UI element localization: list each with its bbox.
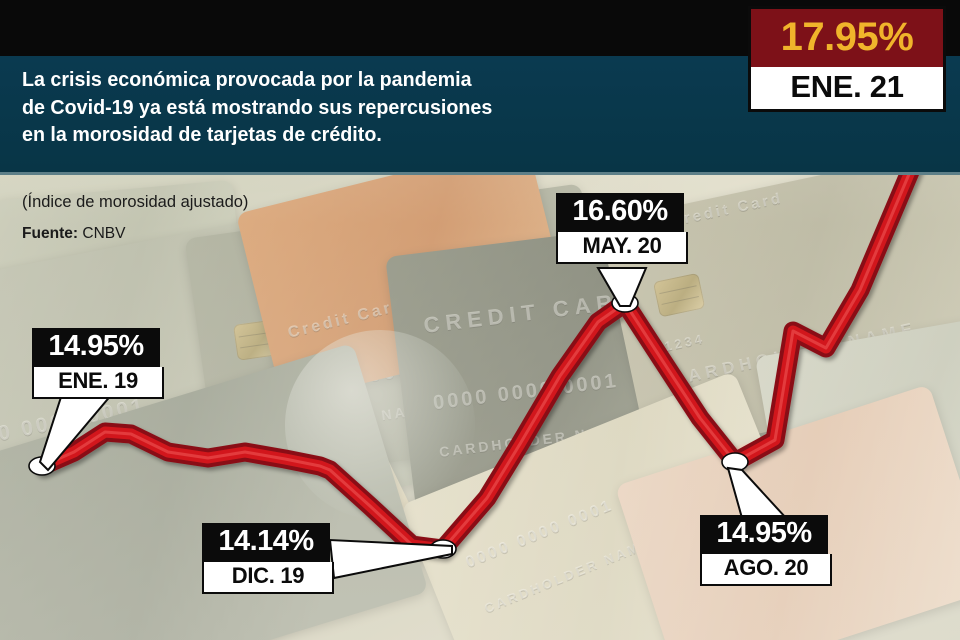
deck-line-3: en la morosidad de tarjetas de crédito. [22, 123, 382, 146]
callout-ago20: 14.95% AGO. 20 [700, 515, 832, 586]
leader-may20 [596, 267, 648, 307]
chart-line-group [32, 150, 925, 559]
callout-may20: 16.60% MAY. 20 [556, 193, 688, 264]
index-note: (Índice de morosidad ajustado) [22, 192, 249, 211]
callout-ene21-value: 17.95% [748, 6, 946, 67]
deck-line-2: de Covid-19 ya está mostrando sus reperc… [22, 95, 493, 119]
deck-line-1: La crisis económica provocada por la pan… [22, 68, 472, 91]
callout-dic19: 14.14% DIC. 19 [202, 523, 334, 594]
callout-may20-value: 16.60% [556, 193, 684, 232]
leader-ago20 [726, 466, 789, 519]
callout-ago20-value: 14.95% [700, 515, 828, 554]
chart-line-highlight [40, 158, 917, 551]
callout-ene21: 17.95% ENE. 21 [748, 6, 946, 112]
callout-ene21-label: ENE. 21 [748, 67, 946, 112]
callout-ene19: 14.95% ENE. 19 [32, 328, 164, 399]
chart-line [36, 154, 921, 555]
callout-ene19-label: ENE. 19 [32, 367, 164, 399]
source-label: Fuente: [22, 225, 79, 242]
callout-dic19-label: DIC. 19 [202, 562, 334, 594]
deck-paragraph: La crisis económica provocada por la pan… [22, 66, 617, 149]
callout-ene19-value: 14.95% [32, 328, 160, 367]
source-line: Fuente: CNBV [22, 225, 125, 243]
callout-ago20-label: AGO. 20 [700, 554, 832, 586]
callout-dic19-value: 14.14% [202, 523, 330, 562]
leader-dic19 [328, 538, 453, 580]
source-value: CNBV [82, 225, 126, 242]
callout-may20-label: MAY. 20 [556, 232, 688, 264]
